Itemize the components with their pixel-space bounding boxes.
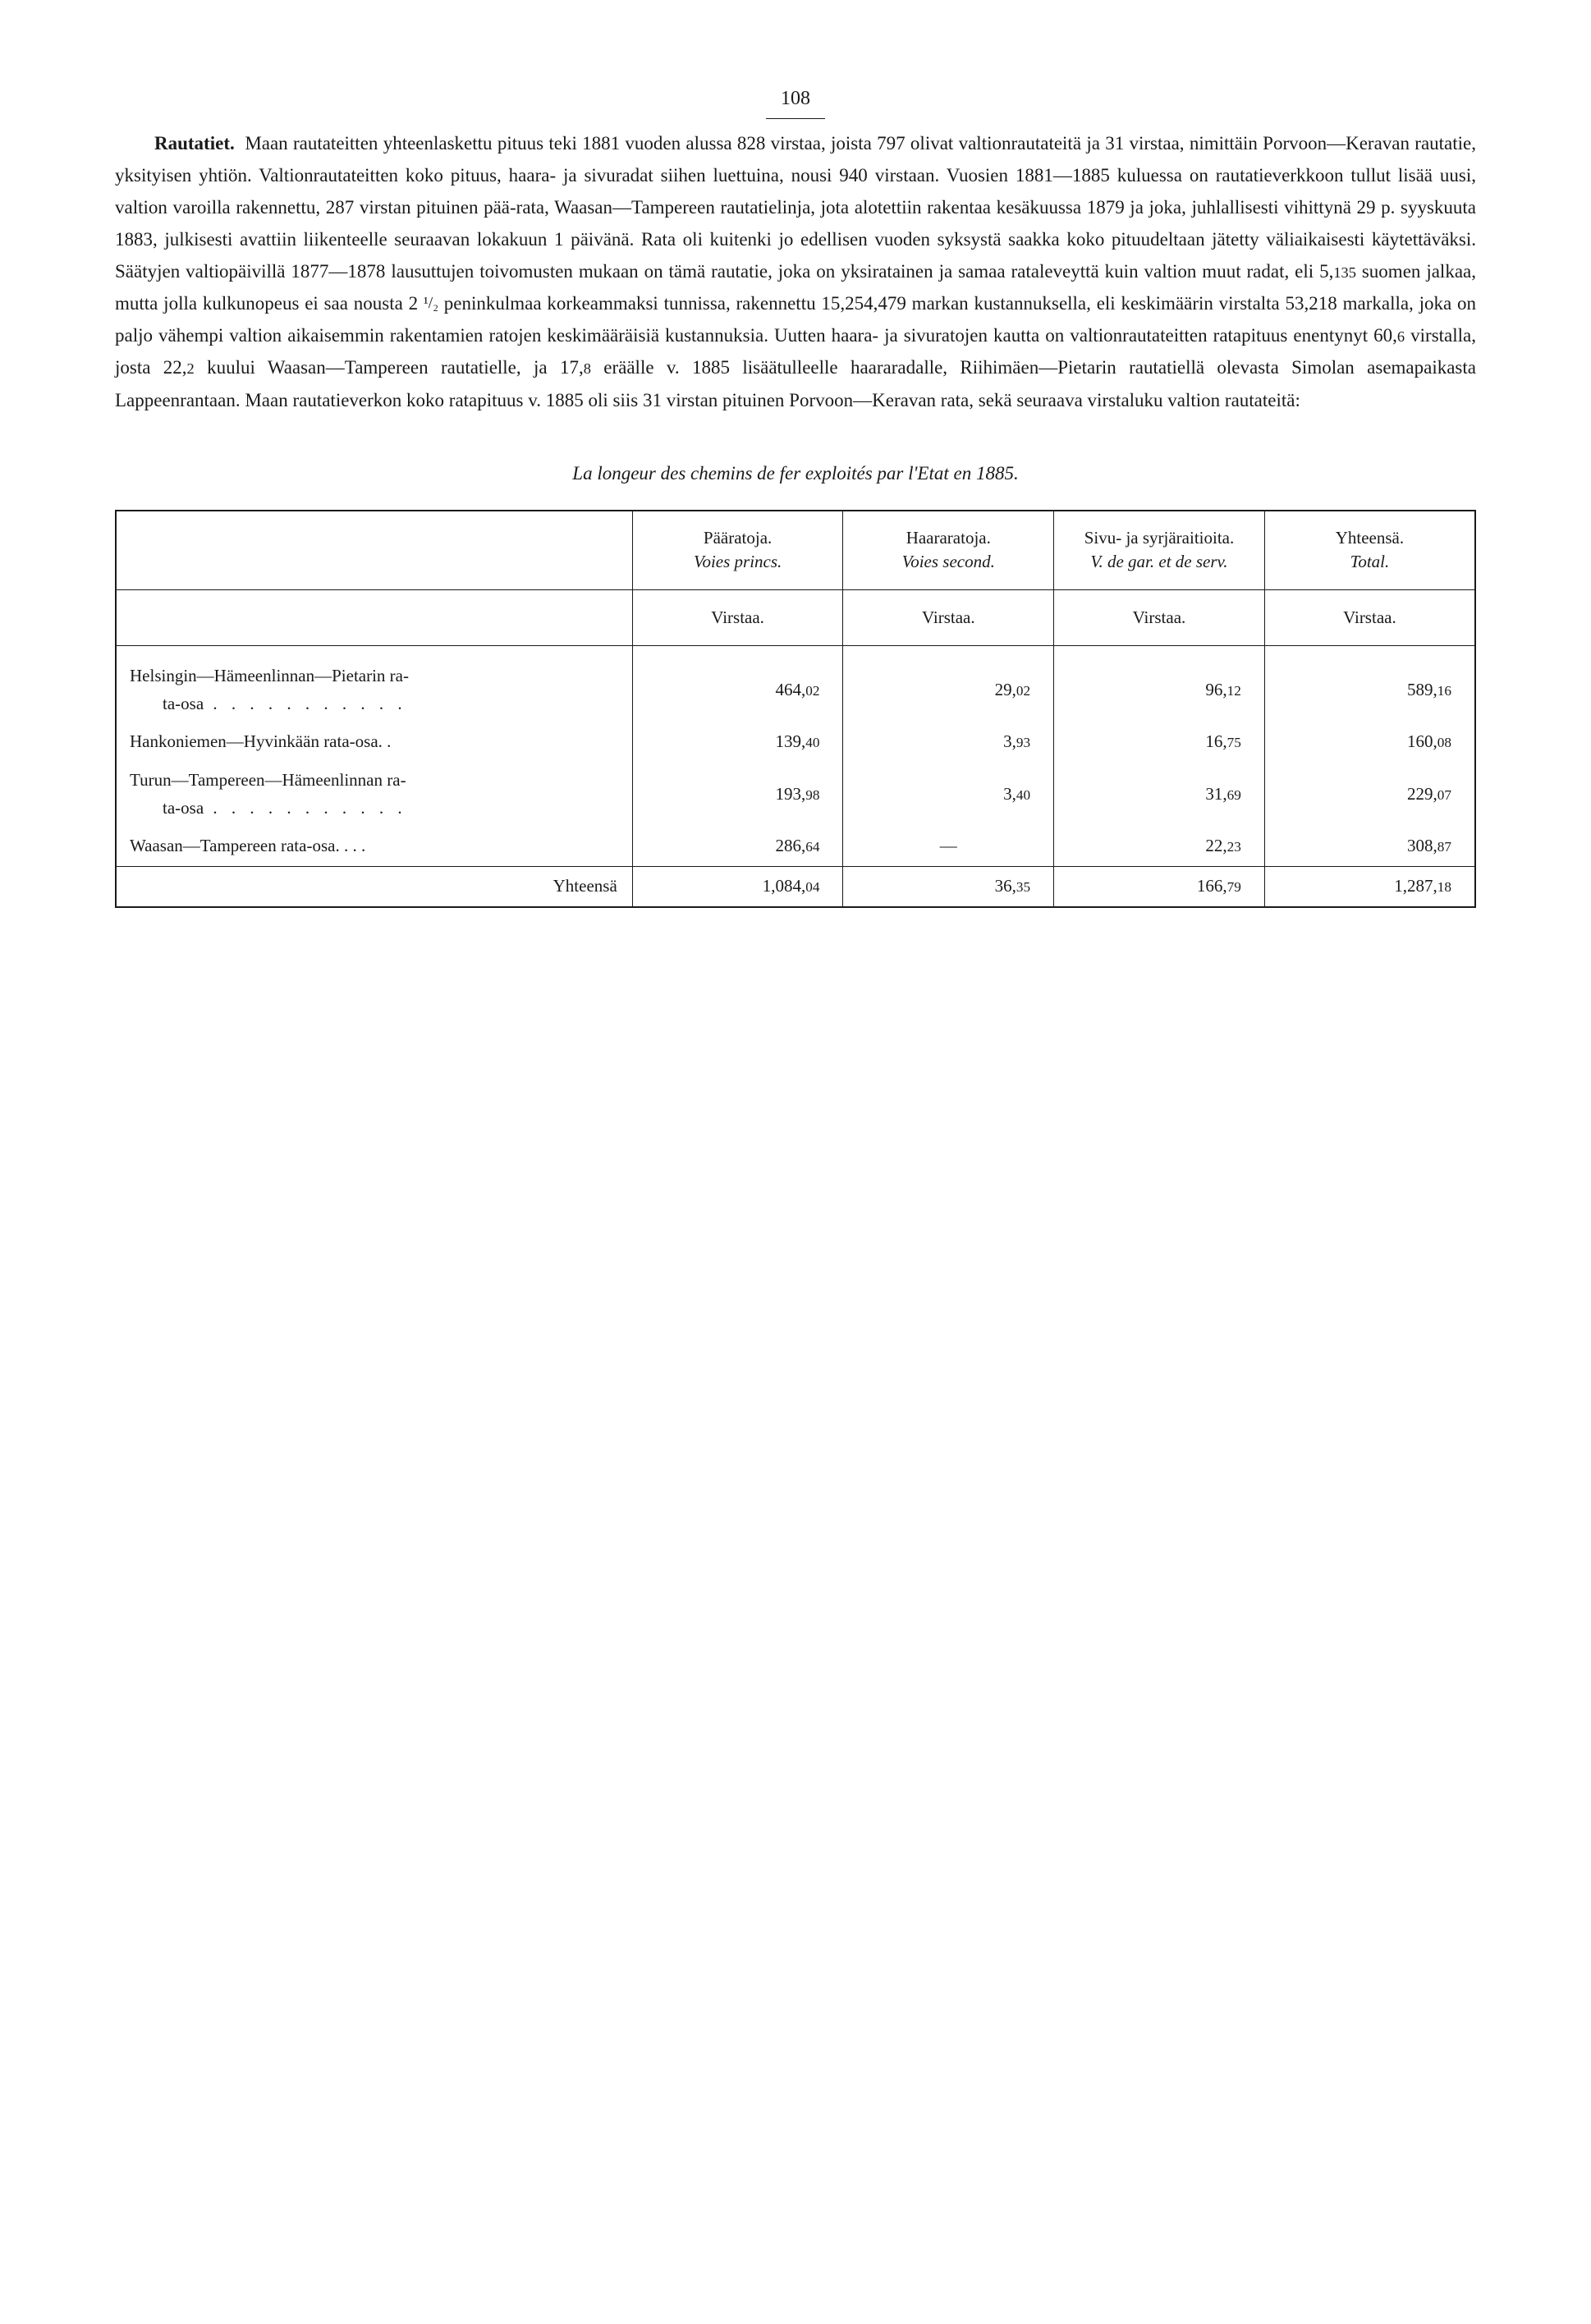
row-1-label-l2: ta-osa: [163, 694, 204, 713]
para-text-9: 8: [584, 360, 591, 377]
header-1-fr: Voies princs.: [694, 552, 782, 571]
unit-2: Virstaa.: [843, 589, 1054, 646]
total-col-4: 1,287,18: [1264, 866, 1475, 906]
header-2-fr: Voies second.: [902, 552, 995, 571]
para-text-5: 6: [1397, 328, 1405, 345]
table-row: Hankoniemen—Hyvinkään rata-osa. . 139,40…: [116, 722, 1475, 762]
section-heading: Rautatiet.: [154, 133, 235, 154]
row-4-label: Waasan—Tampereen rata-osa. . . .: [116, 827, 632, 866]
header-col-3: Sivu- ja syrjäraitioita. V. de gar. et d…: [1054, 511, 1265, 589]
row-3-col-2: 3,40: [843, 762, 1054, 827]
page-number: 108: [115, 82, 1476, 119]
row-1-col-2: 29,02: [843, 658, 1054, 722]
total-col-3: 166,79: [1054, 866, 1265, 906]
para-text-1: 135: [1333, 264, 1356, 281]
row-1-col-1: 464,02: [632, 658, 843, 722]
table-row: Helsingin—Hämeenlinnan—Pietarin ra- ta-o…: [116, 658, 1475, 722]
row-3-col-1: 193,98: [632, 762, 843, 827]
para-text-3: ¹/₂: [424, 295, 438, 312]
header-col-1: Pääratoja. Voies princs.: [632, 511, 843, 589]
row-3-label: Turun—Tampereen—Hämeenlinnan ra- ta-osa …: [116, 762, 632, 827]
row-3-col-4: 229,07: [1264, 762, 1475, 827]
row-4-col-3: 22,23: [1054, 827, 1265, 866]
para-text-0: Maan rautateitten yhteenlaskettu pituus …: [115, 133, 1476, 282]
row-3-col-3: 31,69: [1054, 762, 1265, 827]
table-row: Waasan—Tampereen rata-osa. . . . 286,64 …: [116, 827, 1475, 866]
header-3-fi: Sivu- ja syrjäraitioita.: [1084, 528, 1235, 548]
header-4-fi: Yhteensä.: [1336, 528, 1404, 548]
row-1-col-4: 589,16: [1264, 658, 1475, 722]
header-col-2: Haararatoja. Voies second.: [843, 511, 1054, 589]
unit-empty: [116, 589, 632, 646]
row-4-col-1: 286,64: [632, 827, 843, 866]
total-col-2: 36,35: [843, 866, 1054, 906]
row-2-col-4: 160,08: [1264, 722, 1475, 762]
page-number-text: 108: [766, 82, 825, 119]
header-3-fr: V. de gar. et de serv.: [1090, 552, 1227, 571]
header-4-fr: Total.: [1350, 552, 1390, 571]
table-row: Turun—Tampereen—Hämeenlinnan ra- ta-osa …: [116, 762, 1475, 827]
table-total-row: Yhteensä 1,084,04 36,35 166,79 1,287,18: [116, 866, 1475, 906]
row-1-col-3: 96,12: [1054, 658, 1265, 722]
railway-length-table: Pääratoja. Voies princs. Haararatoja. Vo…: [115, 510, 1476, 908]
row-1-label-l1: Helsingin—Hämeenlinnan—Pietarin ra-: [130, 666, 409, 685]
row-1-dots: . . . . . . . . . . .: [204, 694, 407, 713]
total-label: Yhteensä: [116, 866, 632, 906]
header-col-4: Yhteensä. Total.: [1264, 511, 1475, 589]
row-2-label-l1: Hankoniemen—Hyvinkään rata-osa. .: [130, 731, 391, 751]
row-1-label: Helsingin—Hämeenlinnan—Pietarin ra- ta-o…: [116, 658, 632, 722]
para-text-7: 2: [187, 360, 195, 377]
row-3-dots: . . . . . . . . . . .: [204, 798, 407, 818]
table-caption: La longeur des chemins de fer exploités …: [115, 457, 1476, 489]
header-1-fi: Pääratoja.: [704, 528, 772, 548]
row-3-label-l1: Turun—Tampereen—Hämeenlinnan ra-: [130, 770, 406, 790]
empty-header: [116, 511, 632, 589]
row-2-label: Hankoniemen—Hyvinkään rata-osa. .: [116, 722, 632, 762]
row-2-col-1: 139,40: [632, 722, 843, 762]
para-text-8: kuului Waasan—Tampereen rautatielle, ja …: [195, 357, 584, 378]
body-paragraph: Rautatiet. Maan rautateitten yhteenlaske…: [115, 127, 1476, 416]
row-4-col-4: 308,87: [1264, 827, 1475, 866]
unit-1: Virstaa.: [632, 589, 843, 646]
unit-3: Virstaa.: [1054, 589, 1265, 646]
row-4-col-2: —: [843, 827, 1054, 866]
row-2-col-2: 3,93: [843, 722, 1054, 762]
unit-4: Virstaa.: [1264, 589, 1475, 646]
row-3-label-l2: ta-osa: [163, 798, 204, 818]
row-2-col-3: 16,75: [1054, 722, 1265, 762]
total-col-1: 1,084,04: [632, 866, 843, 906]
header-2-fi: Haararatoja.: [906, 528, 991, 548]
row-4-label-l1: Waasan—Tampereen rata-osa. . . .: [130, 836, 365, 855]
